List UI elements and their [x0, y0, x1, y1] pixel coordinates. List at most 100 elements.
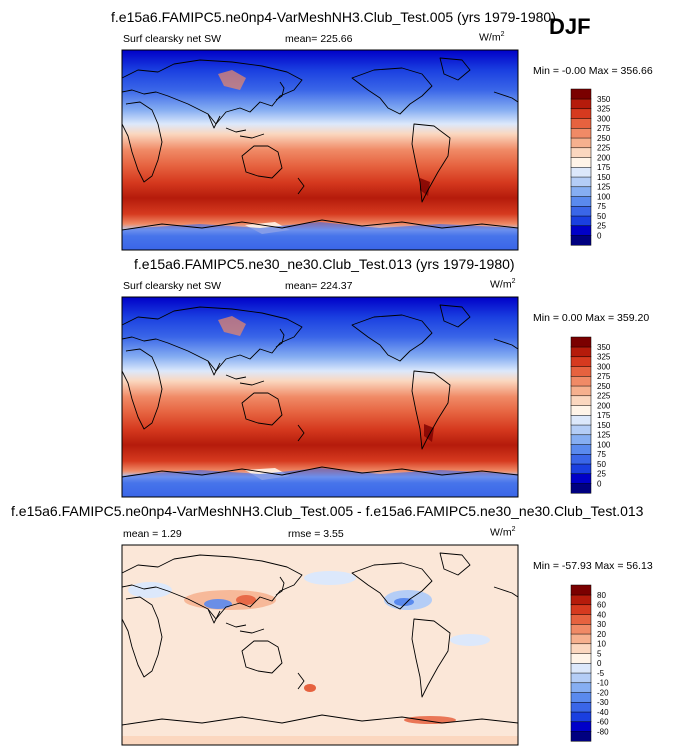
panel3-mean: mean = 1.29: [123, 528, 182, 540]
panel2-map: [121, 296, 519, 498]
colorbar-swatch: [570, 721, 592, 732]
colorbar-swatch: [570, 375, 592, 387]
panel2-title: f.e15a6.FAMIPC5.ne30_ne30.Club_Test.013 …: [134, 256, 515, 272]
colorbar-tick-label: 325: [597, 353, 611, 362]
colorbar-tick-label: 200: [597, 401, 611, 410]
colorbar-tick-label: 250: [597, 134, 611, 143]
colorbar-tick-label: 125: [597, 183, 611, 192]
colorbar-swatch: [570, 336, 592, 348]
colorbar-tick-label: -10: [597, 679, 609, 688]
colorbar-tick-label: -40: [597, 708, 609, 717]
panel3-rmse: rmse = 3.55: [288, 528, 344, 540]
colorbar-swatch: [570, 225, 592, 236]
colorbar-swatch: [570, 405, 592, 416]
colorbar-swatch: [570, 166, 592, 178]
colorbar-tick-label: 225: [597, 144, 611, 153]
colorbar-tick-label: 275: [597, 124, 611, 133]
colorbar-swatch: [570, 127, 592, 139]
panel3-minmax: Min = -57.93 Max = 56.13: [533, 560, 653, 572]
colorbar-swatch: [570, 176, 592, 188]
colorbar-tick-label: 75: [597, 202, 606, 211]
colorbar-swatch: [570, 385, 592, 397]
colorbar-swatch: [570, 584, 592, 596]
colorbar-tick-label: 350: [597, 95, 611, 104]
colorbar-swatch: [570, 643, 592, 654]
colorbar-swatch: [570, 414, 592, 426]
panel1-units: W/m2: [479, 31, 505, 44]
colorbar-swatch: [570, 215, 592, 227]
colorbar-tick-label: 30: [597, 620, 606, 629]
colorbar-swatch: [570, 424, 592, 436]
colorbar-swatch: [570, 633, 592, 645]
colorbar-tick-label: 225: [597, 392, 611, 401]
colorbar-swatch: [570, 692, 592, 703]
panel3-title: f.e15a6.FAMIPC5.ne0np4-VarMeshNH3.Club_T…: [11, 503, 644, 519]
colorbar-swatch: [570, 118, 592, 129]
colorbar-tick-label: 0: [597, 479, 602, 488]
colorbar-tick-label: 5: [597, 649, 602, 658]
colorbar-tick-label: 175: [597, 163, 611, 172]
colorbar-tick-label: 75: [597, 450, 606, 459]
colorbar-swatch: [570, 346, 592, 358]
colorbar-swatch: [570, 98, 592, 110]
colorbar-swatch: [570, 711, 592, 723]
colorbar-swatch: [570, 196, 592, 207]
colorbar-swatch: [570, 672, 592, 684]
colorbar-tick-label: 25: [597, 470, 606, 479]
colorbar-tick-label: 250: [597, 382, 611, 391]
colorbar-tick-label: 175: [597, 411, 611, 420]
panel1-minmax: Min = -0.00 Max = 356.66: [533, 65, 653, 77]
panel3-units: W/m2: [490, 526, 516, 539]
colorbar-swatch: [570, 614, 592, 625]
colorbar-tick-label: 0: [597, 231, 602, 240]
colorbar-tick-label: 25: [597, 222, 606, 231]
colorbar-tick-label: 60: [597, 601, 606, 610]
panel1-map: [121, 49, 519, 251]
colorbar-tick-label: 125: [597, 431, 611, 440]
panel3-map: [121, 544, 519, 746]
colorbar-swatch: [570, 453, 592, 465]
colorbar-swatch: [570, 366, 592, 377]
colorbar-swatch: [570, 483, 592, 494]
colorbar-tick-label: -20: [597, 688, 609, 697]
colorbar-tick-label: 300: [597, 362, 611, 371]
colorbar-tick-label: 50: [597, 212, 606, 221]
colorbar-tick-label: 325: [597, 105, 611, 114]
colorbar-swatch: [570, 473, 592, 484]
panel1-mean: mean= 225.66: [285, 33, 353, 45]
colorbar-tick-label: -5: [597, 669, 605, 678]
colorbar-swatch: [570, 157, 592, 168]
colorbar-swatch: [570, 395, 592, 406]
colorbar-tick-label: 20: [597, 630, 606, 639]
colorbar-swatch: [570, 186, 592, 197]
colorbar-tick-label: 0: [597, 659, 602, 668]
colorbar-swatch: [570, 604, 592, 615]
colorbar-swatch: [570, 731, 592, 742]
colorbar-tick-label: 300: [597, 114, 611, 123]
colorbar-tick-label: 275: [597, 372, 611, 381]
colorbar-swatch: [570, 235, 592, 246]
panel2-minmax: Min = 0.00 Max = 359.20: [533, 312, 650, 324]
colorbar-swatch: [570, 662, 592, 674]
colorbar-tick-label: 100: [597, 440, 611, 449]
colorbar-swatch: [570, 463, 592, 475]
panel2-variable-label: Surf clearsky net SW: [123, 280, 222, 292]
colorbar-tick-label: 50: [597, 460, 606, 469]
colorbar-swatch: [570, 88, 592, 100]
colorbar-swatch: [570, 356, 592, 367]
colorbar-tick-label: 10: [597, 640, 606, 649]
season-label: DJF: [549, 14, 591, 39]
colorbar-swatch: [570, 137, 592, 149]
colorbar-swatch: [570, 682, 592, 693]
colorbar-tick-label: 150: [597, 173, 611, 182]
colorbar-swatch: [570, 653, 592, 664]
colorbar-tick-label: 100: [597, 192, 611, 201]
panel1-variable-label: Surf clearsky net SW: [123, 33, 222, 45]
colorbar-tick-label: 200: [597, 153, 611, 162]
colorbar-swatch: [570, 701, 592, 713]
colorbar-tick-label: -60: [597, 718, 609, 727]
